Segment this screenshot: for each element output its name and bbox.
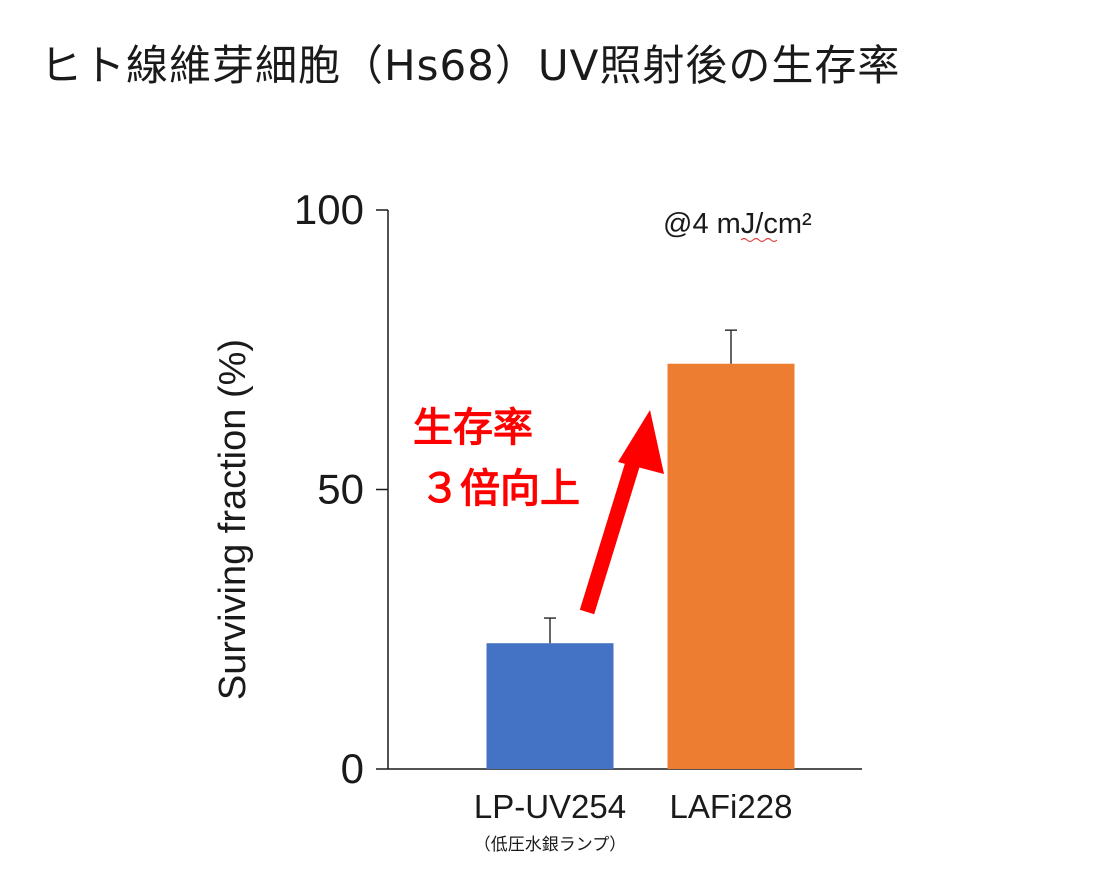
- y-tick-label: 50: [317, 466, 364, 513]
- callout-line-1: 生存率: [413, 405, 533, 451]
- chart-labels: 0 50 100 Surviving fraction (%) LP-UV254 （低圧水…: [212, 186, 792, 855]
- x-tick-label: LAFi228: [670, 788, 793, 825]
- spellcheck-underline: [740, 237, 778, 243]
- y-axis-label: Surviving fraction (%): [212, 339, 254, 700]
- bar-lp-uv254: [486, 643, 614, 769]
- chart-bars: [486, 329, 795, 769]
- bar-lafi228: [667, 363, 795, 769]
- chart-overlay: @4 mJ/cm² 生存率 ３倍向上: [413, 208, 812, 615]
- y-tick-label: 0: [341, 745, 364, 792]
- dose-annotation: @4 mJ/cm²: [663, 208, 812, 240]
- page-title: ヒト線維芽細胞（Hs68）UV照射後の生存率: [40, 41, 901, 90]
- x-tick-sublabel: （低圧水銀ランプ）: [474, 835, 627, 855]
- y-tick-label: 100: [294, 186, 364, 233]
- x-tick-label: LP-UV254: [474, 788, 626, 825]
- improvement-arrow: [579, 437, 648, 615]
- callout-line-2: ３倍向上: [420, 466, 580, 512]
- improvement-arrow-head: [618, 410, 664, 474]
